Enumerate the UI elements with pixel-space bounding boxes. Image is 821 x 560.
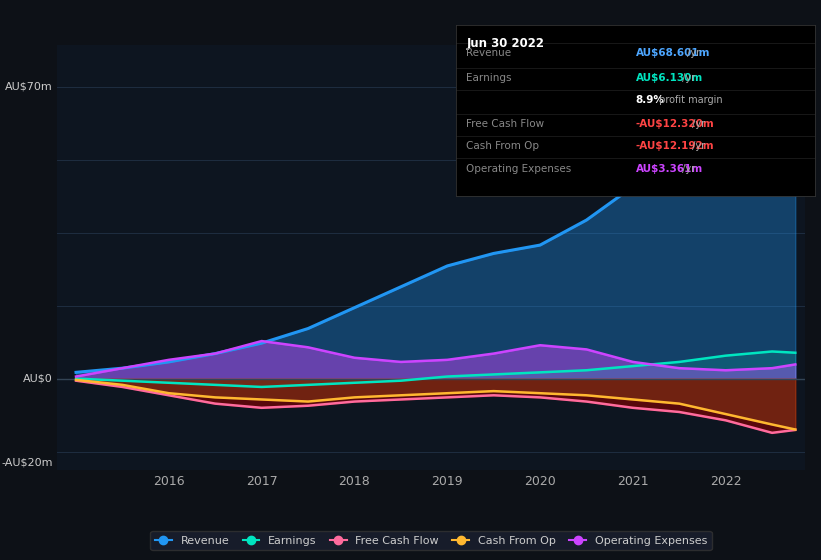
Text: AU$70m: AU$70m: [5, 82, 53, 91]
Text: /yr: /yr: [679, 164, 695, 174]
Text: 8.9%: 8.9%: [635, 95, 664, 105]
Text: -AU$12.192m: -AU$12.192m: [635, 142, 714, 151]
Text: Cash From Op: Cash From Op: [466, 142, 539, 151]
Text: AU$3.361m: AU$3.361m: [635, 164, 703, 174]
Text: profit margin: profit margin: [656, 95, 722, 105]
Text: /yr: /yr: [684, 48, 700, 58]
Text: Revenue: Revenue: [466, 48, 511, 58]
Text: /yr: /yr: [679, 73, 695, 83]
Text: AU$6.130m: AU$6.130m: [635, 73, 703, 83]
Text: -AU$12.320m: -AU$12.320m: [635, 119, 714, 129]
Text: AU$0: AU$0: [23, 374, 53, 384]
Text: /yr: /yr: [689, 142, 704, 151]
Text: -AU$20m: -AU$20m: [2, 457, 53, 467]
Text: Earnings: Earnings: [466, 73, 512, 83]
Text: /yr: /yr: [689, 119, 704, 129]
Text: AU$68.601m: AU$68.601m: [635, 48, 710, 58]
Text: Jun 30 2022: Jun 30 2022: [466, 37, 544, 50]
Text: Operating Expenses: Operating Expenses: [466, 164, 571, 174]
Legend: Revenue, Earnings, Free Cash Flow, Cash From Op, Operating Expenses: Revenue, Earnings, Free Cash Flow, Cash …: [150, 531, 712, 550]
Text: Free Cash Flow: Free Cash Flow: [466, 119, 544, 129]
